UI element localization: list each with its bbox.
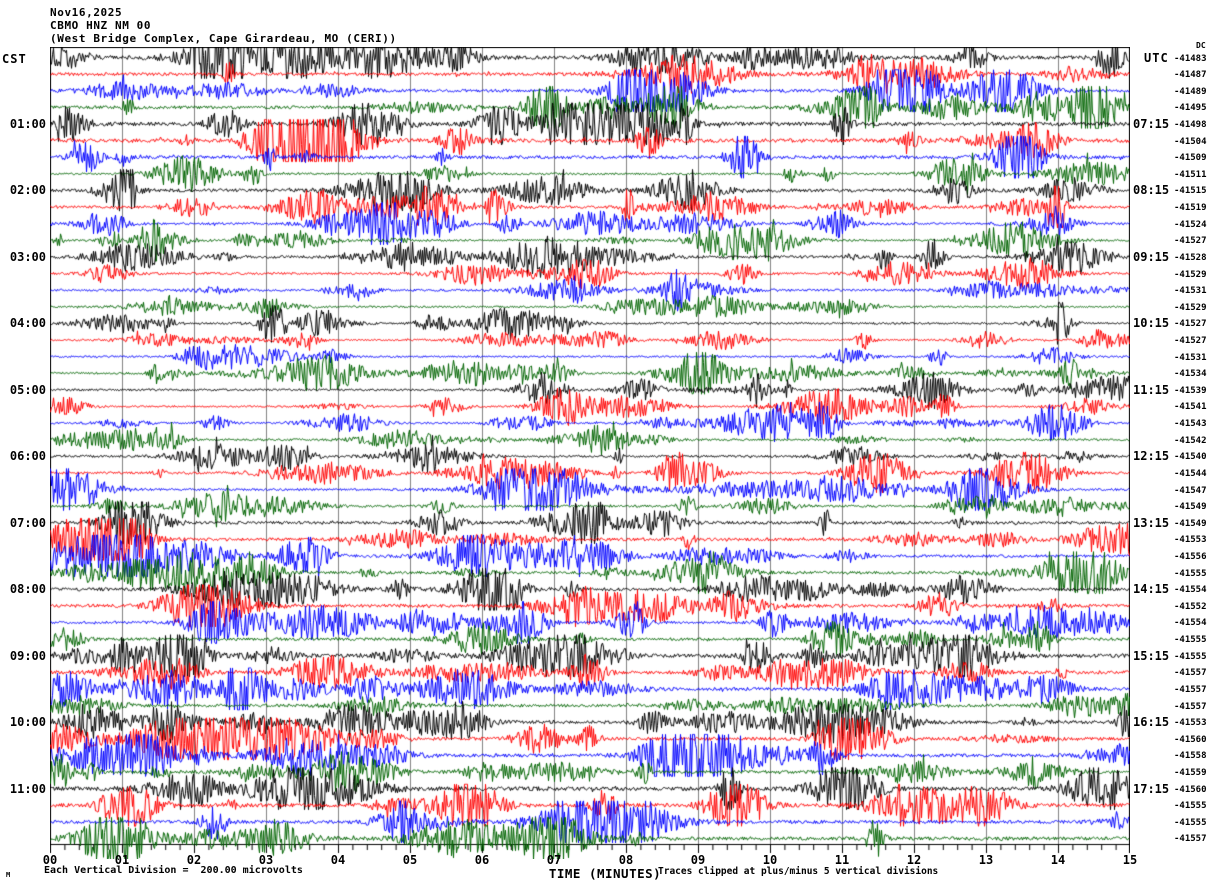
watermark-logo: M: [6, 871, 11, 879]
dc-offset-value: -41483: [1174, 53, 1207, 64]
utc-hour-label: 16:15: [1133, 715, 1170, 730]
cst-hour-label: 03:00: [9, 249, 46, 264]
dc-offset-value: -41547: [1174, 485, 1207, 496]
dc-offset-value: -41555: [1174, 651, 1207, 662]
x-axis-tick-label: 09: [690, 853, 706, 867]
x-axis-tick-label: 07: [546, 853, 562, 867]
dc-offset-value: -41509: [1174, 153, 1207, 164]
x-axis-tick-label: 01: [114, 853, 130, 867]
dc-offset-value: -41540: [1174, 452, 1207, 463]
x-axis-tick-label: 08: [618, 853, 634, 867]
utc-hour-label: 07:15: [1133, 116, 1170, 131]
dc-offset-value: -41555: [1174, 801, 1207, 812]
dc-offset-value: -41558: [1174, 751, 1207, 762]
title-station: CBMO HNZ NM 00: [50, 19, 152, 32]
dc-offset-value: -41531: [1174, 352, 1207, 363]
x-axis-tick-label: 04: [330, 853, 346, 867]
utc-hour-label: 10:15: [1133, 316, 1170, 331]
x-axis-tick-label: 06: [474, 853, 490, 867]
utc-hour-label: 08:15: [1133, 183, 1170, 198]
utc-hour-label: 14:15: [1133, 582, 1170, 597]
utc-hour-label: 09:15: [1133, 249, 1170, 264]
dc-offset-value: -41531: [1174, 286, 1207, 297]
cst-hour-label: 10:00: [9, 715, 46, 730]
dc-offset-value: -41556: [1174, 552, 1207, 562]
dc-offset-value: -41552: [1174, 601, 1207, 612]
dc-offset-value: -41539: [1174, 385, 1207, 396]
dc-offset-value: -41555: [1174, 635, 1207, 646]
cst-hour-label: 09:00: [9, 648, 46, 663]
dc-offset-value: -41557: [1174, 701, 1207, 712]
dc-offset-value: -41554: [1174, 618, 1207, 629]
dc-offset-value: -41524: [1174, 219, 1207, 230]
dc-offset-value: -41554: [1174, 585, 1207, 596]
cst-hour-label: 07:00: [9, 515, 46, 530]
dc-offset-value: -41489: [1174, 86, 1207, 97]
cst-hour-label: 08:00: [9, 582, 46, 597]
dc-offset-value: -41541: [1174, 402, 1207, 413]
dc-offset-value: -41528: [1174, 252, 1207, 263]
x-axis-tick-label: 13: [978, 853, 994, 867]
x-axis-tick-label: 12: [906, 853, 922, 867]
cst-hour-label: 11:00: [9, 781, 46, 796]
dc-offset-value: -41495: [1174, 103, 1207, 114]
dc-offset-value: -41543: [1174, 419, 1207, 430]
dc-offset-value: -41555: [1174, 817, 1207, 828]
x-axis-tick-label: 00: [42, 853, 58, 867]
dc-offset-value: -41560: [1174, 784, 1207, 795]
title-location: (West Bridge Complex, Cape Girardeau, MO…: [50, 32, 397, 45]
dc-offset-value: -41559: [1174, 768, 1207, 779]
dc-offset-value: -41553: [1174, 535, 1207, 546]
dc-offset-value: -41527: [1174, 335, 1207, 346]
dc-offset-value: -41511: [1174, 169, 1207, 180]
dc-offset-value: -41498: [1174, 119, 1207, 130]
dc-offset-value: -41557: [1174, 684, 1207, 695]
dc-offset-value: -41515: [1174, 186, 1207, 197]
x-axis-tick-label: 10: [762, 853, 778, 867]
clip-note: Traces clipped at plus/minus 5 vertical …: [658, 866, 939, 877]
x-axis-tick-label: 05: [402, 853, 418, 867]
utc-hour-label: 15:15: [1133, 648, 1170, 663]
cst-hour-label: 04:00: [9, 316, 46, 331]
dc-offset-value: -41544: [1174, 468, 1207, 479]
dc-offset-value: -41519: [1174, 203, 1207, 214]
dc-header: DC: [1196, 41, 1206, 50]
cst-hour-label: 05:00: [9, 382, 46, 397]
dc-offset-value: -41534: [1174, 369, 1207, 380]
utc-hour-label: 11:15: [1133, 382, 1170, 397]
x-axis-tick-label: 03: [258, 853, 274, 867]
cst-hour-label: 02:00: [9, 183, 46, 198]
x-axis-tick-label: 11: [834, 853, 850, 867]
dc-offset-value: -41527: [1174, 236, 1207, 247]
seismogram-canvas: [50, 47, 1130, 859]
vertical-scale-note: Each Vertical Division = 200.00 microvol…: [44, 865, 303, 876]
cst-hour-label: 06:00: [9, 449, 46, 464]
dc-offset-value: -41529: [1174, 302, 1207, 313]
dc-offset-value: -41560: [1174, 734, 1207, 745]
dc-offset-value: -41557: [1174, 834, 1207, 845]
x-axis-tick-label: 15: [1122, 853, 1138, 867]
cst-hour-label: 01:00: [9, 116, 46, 131]
dc-offset-value: -41549: [1174, 518, 1207, 529]
dc-offset-value: -41529: [1174, 269, 1207, 280]
dc-offset-value: -41542: [1174, 435, 1207, 446]
dc-offset-value: -41553: [1174, 718, 1207, 729]
x-axis-tick-label: 14: [1050, 853, 1066, 867]
dc-offset-value: -41527: [1174, 319, 1207, 330]
x-axis-title: TIME (MINUTES): [548, 866, 662, 881]
utc-hour-label: 12:15: [1133, 449, 1170, 464]
dc-offset-value: -41504: [1174, 136, 1207, 147]
cst-axis-header: CST: [2, 52, 27, 66]
dc-offset-value: -41557: [1174, 668, 1207, 679]
utc-hour-label: 17:15: [1133, 781, 1170, 796]
utc-hour-label: 13:15: [1133, 515, 1170, 530]
dc-offset-value: -41555: [1174, 568, 1207, 579]
dc-offset-value: -41487: [1174, 70, 1207, 81]
utc-axis-header: UTC: [1144, 51, 1169, 65]
dc-offset-value: -41549: [1174, 502, 1207, 513]
title-date: Nov16,2025: [50, 6, 123, 19]
x-axis-tick-label: 02: [186, 853, 202, 867]
